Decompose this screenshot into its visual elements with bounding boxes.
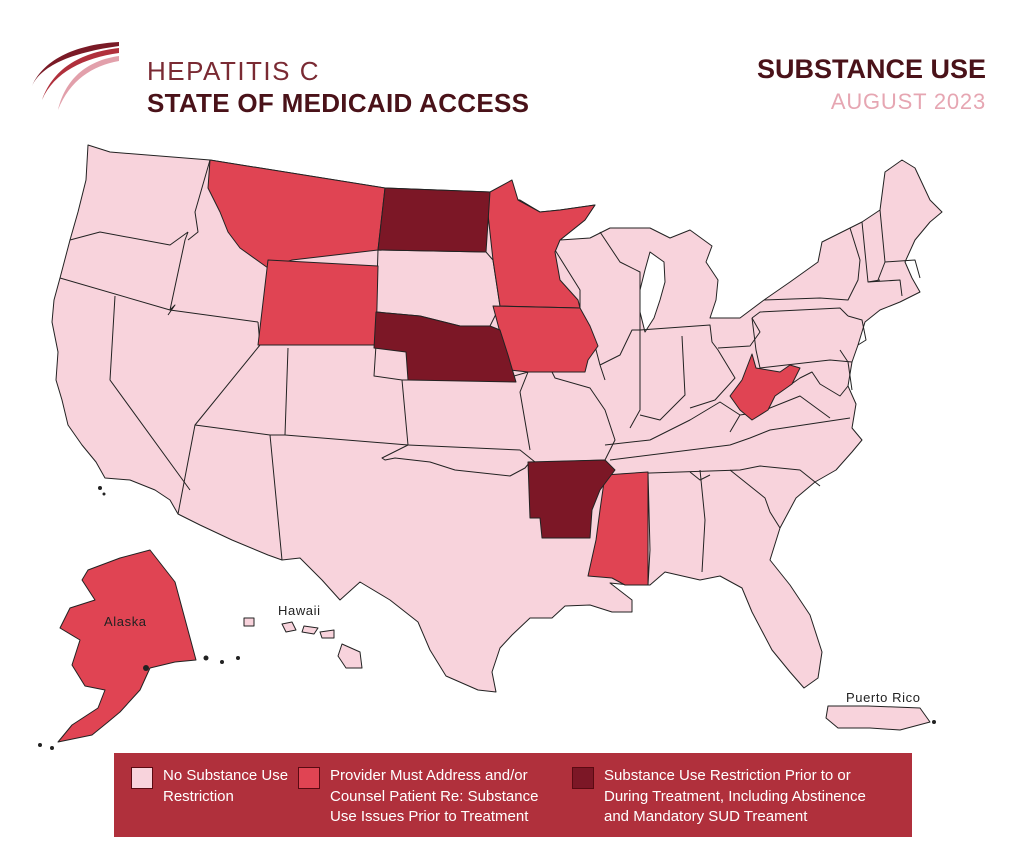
state-west-virginia [729, 353, 801, 421]
puerto-rico-shape [825, 705, 931, 731]
title-line-1: HEPATITIS C [147, 56, 320, 86]
legend-item-restriction: Substance Use Restriction Prior to or Du… [572, 766, 892, 828]
date-label: AUGUST 2023 [830, 89, 986, 114]
legend-swatch-restriction [572, 767, 594, 789]
legend: No Substance Use Restriction Provider Mu… [114, 753, 912, 837]
legend-text-none: No Substance Use Restriction [163, 767, 289, 805]
title-line-2: STATE OF MEDICAID ACCESS [147, 88, 530, 118]
hawaii-islands [243, 617, 363, 669]
state-minnesota [485, 179, 596, 309]
state-wyoming [257, 259, 379, 346]
label-puerto-rico: Puerto Rico [846, 690, 921, 705]
state-arkansas [527, 459, 616, 539]
legend-text-provider: Provider Must Address and/or Counsel Pat… [330, 767, 539, 825]
state-nebraska [373, 311, 517, 383]
legend-item-provider: Provider Must Address and/or Counsel Pat… [298, 766, 564, 828]
state-north-dakota [377, 187, 491, 253]
label-hawaii: Hawaii [278, 603, 321, 618]
state-mississippi [587, 471, 649, 586]
state-alaska [57, 549, 197, 743]
legend-swatch-provider [298, 767, 320, 789]
lake-michigan [639, 251, 666, 333]
logo-swoosh-icon [32, 42, 119, 110]
legend-item-none: No Substance Use Restriction [131, 766, 291, 807]
alaska-islands [38, 486, 936, 750]
legend-swatch-none [131, 767, 153, 789]
topic-title: SUBSTANCE USE [756, 54, 986, 84]
legend-text-restriction: Substance Use Restriction Prior to or Du… [604, 767, 866, 825]
label-alaska: Alaska [104, 614, 147, 629]
